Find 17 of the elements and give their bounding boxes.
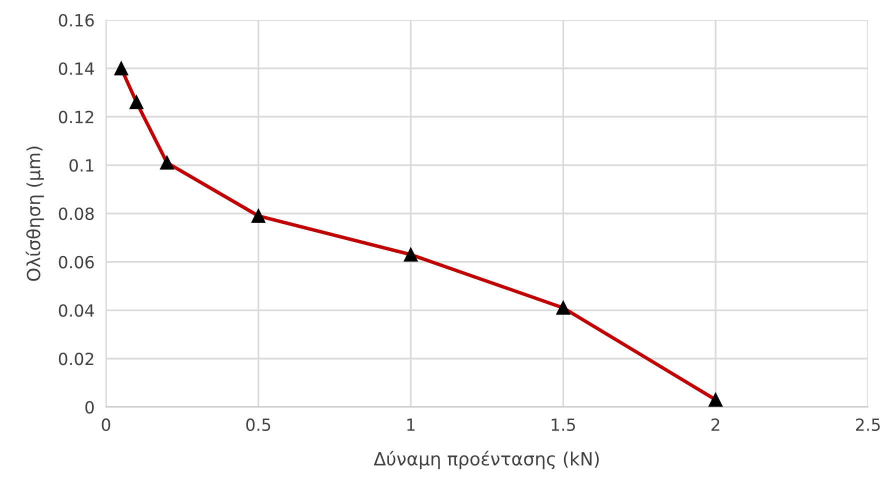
- y-tick-label: 0.08: [58, 207, 94, 220]
- y-axis-title: Ολίσθηση (μm): [26, 146, 44, 281]
- y-tick-label: 0.12: [58, 110, 94, 124]
- x-tick-label: 0: [102, 418, 110, 432]
- x-tick-label: 2: [712, 418, 720, 431]
- y-tick-label: 0.02: [58, 352, 94, 366]
- x-tick-label: 2.5: [856, 418, 880, 432]
- y-tick-label: 0.1: [69, 159, 94, 172]
- x-tick-label: 1: [407, 418, 415, 431]
- x-tick-label: 0.5: [246, 418, 270, 432]
- x-tick-label: 1.5: [552, 418, 575, 432]
- y-tick-label: 0.06: [58, 256, 94, 268]
- y-tick-label: 0.04: [58, 304, 94, 317]
- y-tick-label: 0.16: [58, 14, 94, 27]
- x-axis-title: Δύναμη προέντασης (kN): [374, 450, 599, 470]
- y-tick-label: 0: [85, 400, 94, 414]
- y-tick-label: 0.14: [58, 62, 94, 75]
